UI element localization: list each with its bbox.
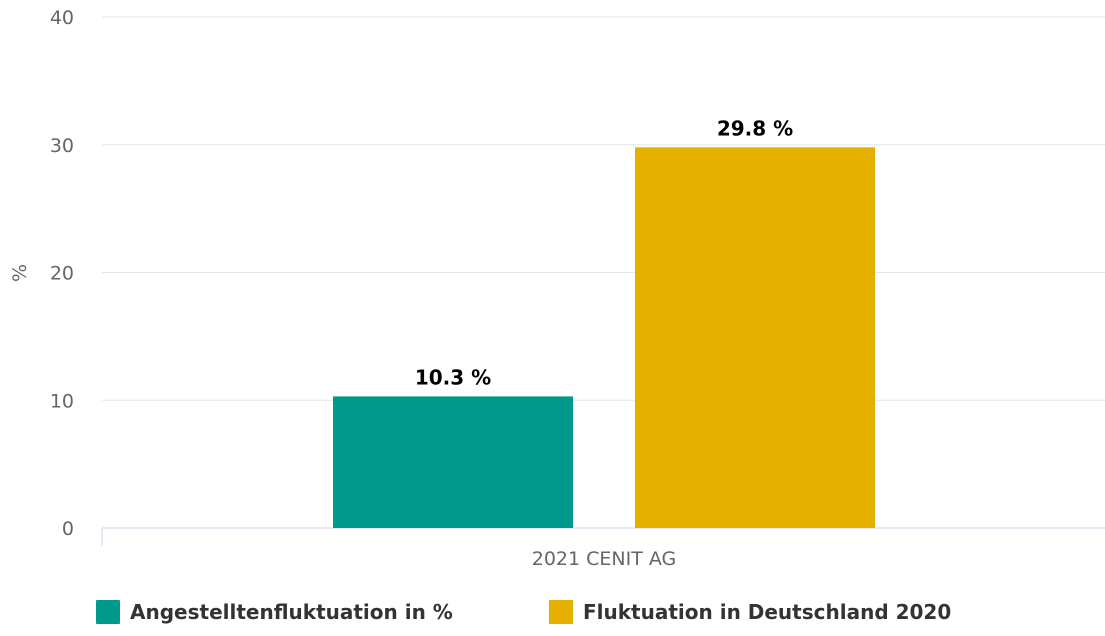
bar[interactable]	[635, 147, 875, 528]
y-tick-label: 20	[50, 263, 74, 285]
legend-swatch	[549, 600, 573, 624]
y-tick-label: 30	[50, 135, 74, 157]
legend-item-angestelltenfluktuation[interactable]: Angestelltenfluktuation in %	[96, 600, 453, 624]
legend-label: Fluktuation in Deutschland 2020	[583, 600, 952, 624]
data-labels: 10.3 % 29.8 %	[413, 114, 795, 391]
category-label: 2021 CENIT AG	[532, 548, 677, 570]
bar[interactable]	[333, 396, 573, 528]
y-axis-ticks: 0 10 20 30 40	[50, 7, 74, 540]
y-tick-label: 10	[50, 390, 74, 412]
legend-item-fluktuation-deutschland[interactable]: Fluktuation in Deutschland 2020	[549, 600, 951, 624]
data-label: 10.3 %	[415, 365, 491, 389]
legend-label: Angestelltenfluktuation in %	[130, 600, 453, 624]
bars	[333, 147, 875, 528]
legend: Angestelltenfluktuation in % Fluktuation…	[0, 600, 1105, 636]
y-tick-label: 0	[62, 518, 74, 540]
y-axis-label: %	[9, 264, 31, 282]
gridlines	[102, 16, 1105, 401]
legend-swatch	[96, 600, 120, 624]
bar-chart: 0 10 20 30 40 % 10.3 % 29.8 % 2021 CENIT AG	[9, 7, 1105, 570]
y-tick-label: 40	[50, 7, 74, 29]
data-label: 29.8 %	[717, 116, 793, 140]
